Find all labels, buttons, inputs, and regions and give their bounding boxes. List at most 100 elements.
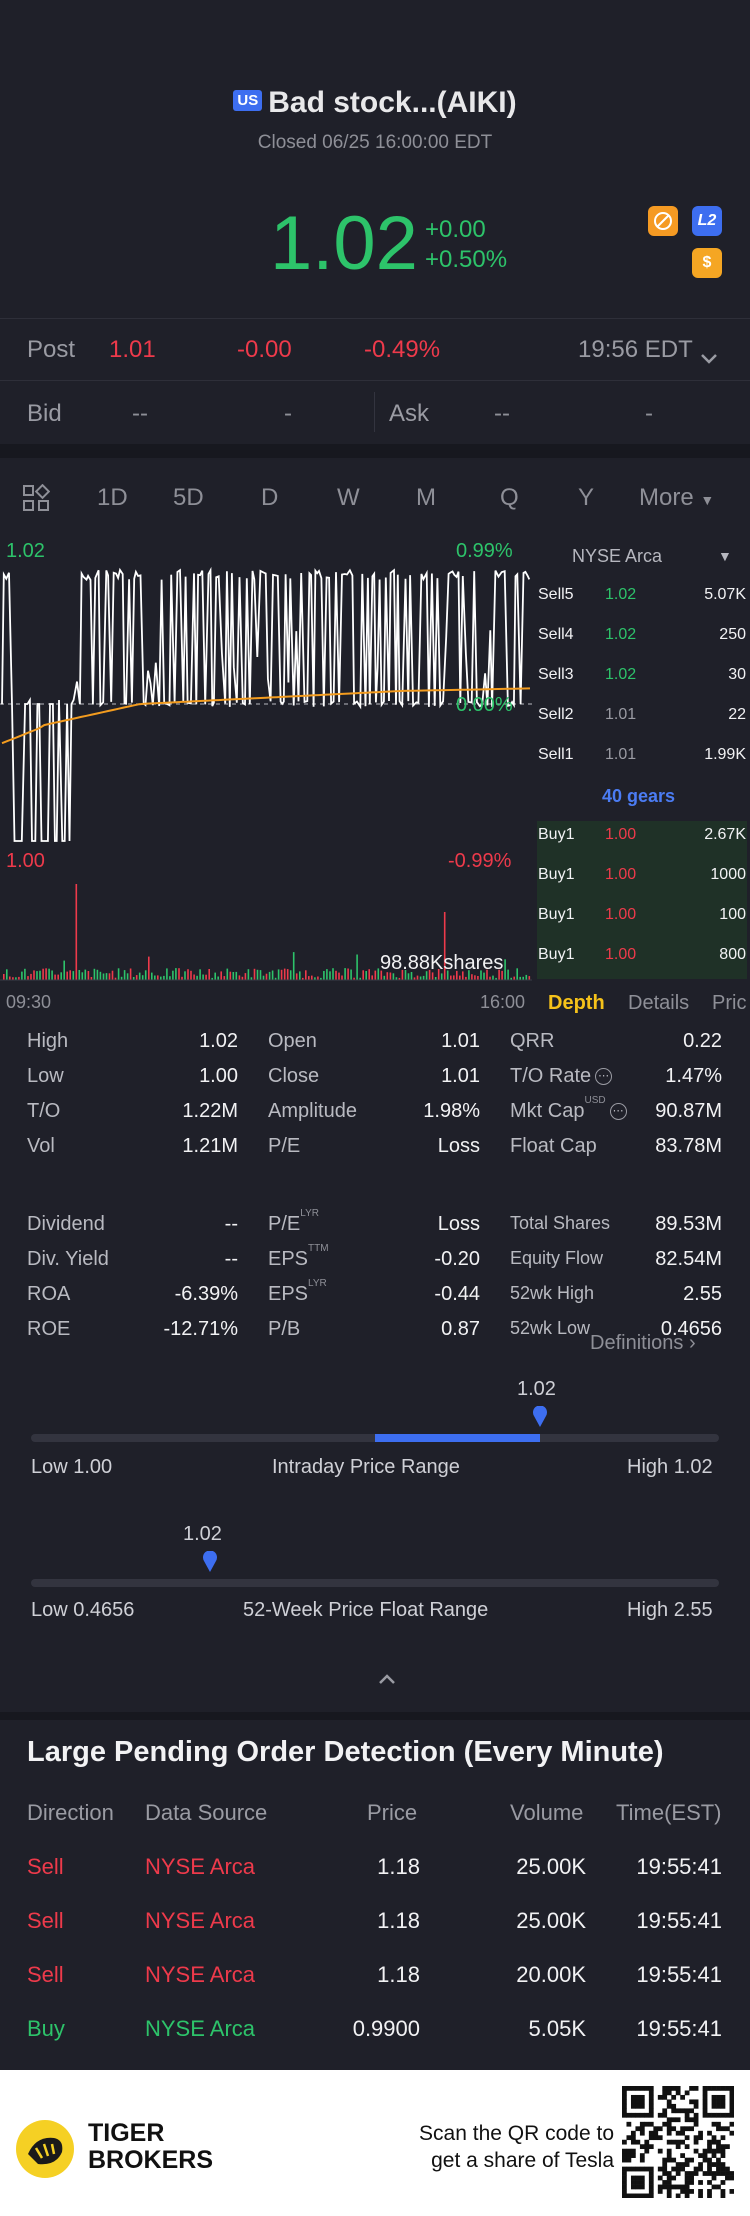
tab-details[interactable]: Details [628,992,690,1014]
qr-module [698,2153,703,2158]
tab-year[interactable]: Y [578,484,595,511]
qr-module [680,2153,686,2158]
tab-week[interactable]: W [337,484,360,511]
tab-price[interactable]: Pric [712,992,747,1014]
chevron-right-icon: › [688,1332,696,1354]
level2-badge[interactable]: L2 [692,206,722,236]
stock-title[interactable]: US Bad stock...(AIKI) [0,86,750,120]
collapse-chevron-up-icon[interactable] [377,1672,397,1691]
chevron-down-icon[interactable] [700,344,718,372]
qr-module [639,2121,645,2127]
qr-module [648,2130,654,2136]
chart-zero-percent: 0.00% [456,694,513,716]
no-short-icon[interactable] [648,206,678,236]
qr-module [622,2139,627,2145]
exchange-selector[interactable]: NYSE Arca ▼ [532,536,750,576]
volume-bar [389,972,392,980]
quote-header: US Bad stock...(AIKI) Closed 06/25 16:00:… [0,0,750,318]
qr-module [707,2139,712,2145]
tab-more[interactable]: More ▼ [639,484,714,512]
qr-module [716,2162,721,2167]
bid-level-row[interactable]: Buy1 1.00 1000 [532,856,750,896]
qr-module [622,2175,627,2181]
bid-level-row[interactable]: Buy1 1.00 800 [532,936,750,976]
qr-module [689,2086,694,2091]
volume-bar [274,977,277,980]
divider [0,318,750,319]
bid-level-row[interactable]: Buy1 1.00 2.67K [532,816,750,856]
volume-bar [175,968,177,980]
volume-bar [51,970,53,980]
qr-module [657,2166,663,2172]
stock-name: Bad stock...(AIKI) [268,86,517,119]
qr-module [716,2157,721,2163]
definitions-link[interactable]: Definitions › [590,1332,696,1355]
qr-module [675,2090,681,2096]
gears-row[interactable]: 40 gears [532,776,750,816]
order-price: 1.18 [377,1908,420,1933]
dollar-icon[interactable]: $ [692,248,722,278]
volume-bar [437,969,440,980]
order-book[interactable]: NYSE Arca ▼ Sell5 1.02 5.07K Sell4 1.02 … [532,536,750,976]
buy-side-background [537,821,747,979]
volume-bar [459,975,461,980]
pending-order-row[interactable]: Buy NYSE Arca 0.9900 5.05K 19:55:41 [0,2002,750,2056]
info-icon[interactable]: ⋯ [595,1068,613,1086]
bid-level-row[interactable]: Buy1 1.00 100 [532,896,750,936]
brand-name: TIGER BROKERS [88,2120,213,2174]
qr-module [684,2135,690,2141]
label-superscript: LYR [308,1278,327,1290]
qr-module [680,2126,686,2132]
qr-module [644,2166,650,2172]
qr-module [720,2103,726,2109]
volume-bar [69,970,71,980]
qr-module [689,2108,694,2114]
tab-5d[interactable]: 5D [173,484,204,511]
qr-module [693,2103,699,2109]
pending-order-row[interactable]: Sell NYSE Arca 1.18 25.00K 19:55:41 [0,1894,750,1948]
level-size: 5.07K [704,586,746,603]
info-icon[interactable]: ⋯ [609,1103,627,1121]
volume-bar [105,973,108,980]
qr-module [657,2189,663,2194]
qr-module [626,2086,632,2091]
qr-module [707,2144,712,2150]
tab-month[interactable]: M [416,484,436,511]
volume-bar [323,971,325,980]
qr-module [702,2094,708,2100]
post-time: 19:56 EDT [578,336,693,363]
stat-label-text: Vol [27,1135,55,1157]
pending-order-row[interactable]: Sell NYSE Arca 1.18 20.00K 19:55:41 [0,1948,750,2002]
tab-1d[interactable]: 1D [97,484,128,511]
qr-code[interactable] [622,2086,734,2198]
order-direction: Sell [27,1854,64,1879]
qr-module [720,2148,726,2154]
intraday-chart[interactable]: 1.02 0.99% 0.00% 1.00 -0.99% 98.88Kshare… [0,536,532,984]
ask-level-row[interactable]: Sell3 1.02 30 [532,656,750,696]
chart-canvas [0,566,532,981]
ask-level-row[interactable]: Sell5 1.02 5.07K [532,576,750,616]
grid-menu-icon[interactable] [22,483,51,519]
volume-bar [148,956,150,980]
qr-module [648,2166,654,2172]
pending-order-row[interactable]: Sell NYSE Arca 1.18 25.00K 19:55:41 [0,1840,750,1894]
stat-value: 1.02 [199,1030,238,1052]
tab-quarter[interactable]: Q [500,484,519,511]
qr-module [662,2157,668,2163]
qr-module [711,2094,717,2100]
qr-module [698,2189,703,2194]
volume-bar [78,970,81,980]
ask-level-row[interactable]: Sell1 1.01 1.99K [532,736,750,776]
volume-bar [172,970,174,980]
volume-bar [302,977,304,980]
price-change-percent: +0.50% [425,246,508,273]
stat-value: -- [224,1248,238,1270]
scan-line2: get a share of Tesla [431,2149,614,2172]
tab-depth[interactable]: Depth [548,992,605,1014]
qr-module [671,2139,677,2145]
ask-level-row[interactable]: Sell2 1.01 22 [532,696,750,736]
tab-day[interactable]: D [261,484,279,511]
qr-module [666,2189,672,2194]
ask-level-row[interactable]: Sell4 1.02 250 [532,616,750,656]
volume-bar [15,977,17,980]
